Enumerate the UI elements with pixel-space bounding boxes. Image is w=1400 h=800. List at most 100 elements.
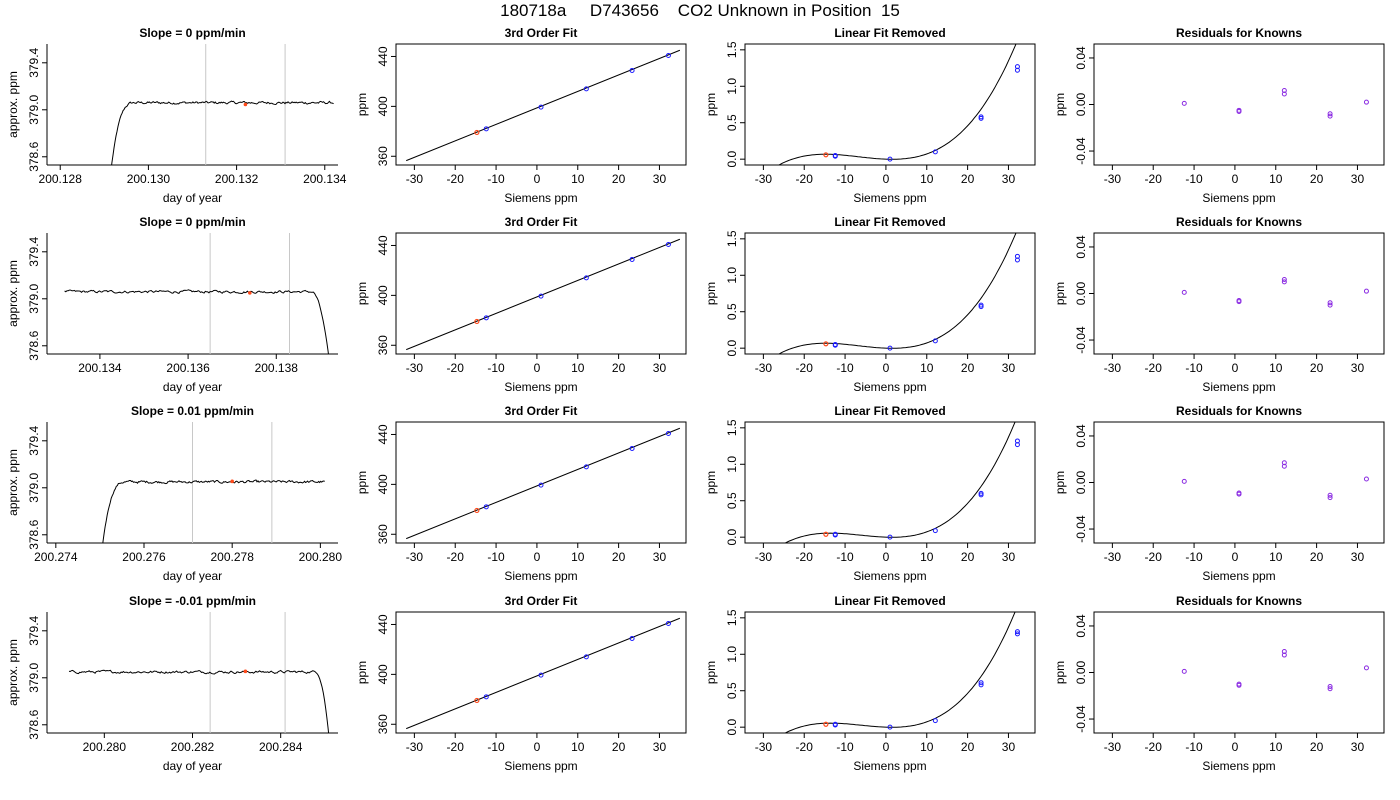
panel-title: 3rd Order Fit xyxy=(505,404,578,418)
residuals-panel-row-4: Residuals for Knowns -30 -20 -10 0 10 20 30 -0.0… xyxy=(1053,594,1385,773)
x-axis-label: Siemens ppm xyxy=(1202,191,1275,205)
unknown-point xyxy=(823,721,829,727)
residual-point xyxy=(1281,463,1287,469)
y-tick-label: 0.5 xyxy=(725,114,739,131)
x-tick-label: -20 xyxy=(796,361,814,375)
y-axis-label: ppm xyxy=(355,471,369,494)
x-tick-label: 20 xyxy=(961,172,975,186)
y-tick-label: 0.04 xyxy=(1074,614,1088,638)
y-axis-label: ppm xyxy=(704,471,718,494)
concentration-trace xyxy=(68,669,330,733)
y-axis-label: approx. ppm xyxy=(6,71,20,138)
x-axis-label: Siemens ppm xyxy=(504,191,577,205)
y-tick-label: 1.5 xyxy=(725,609,739,626)
x-tick-label: 200.128 xyxy=(39,172,83,186)
x-tick-label: 0 xyxy=(1232,550,1239,564)
plot-area xyxy=(406,427,681,540)
known-point xyxy=(832,531,838,537)
mean-marker xyxy=(243,102,248,107)
known-point xyxy=(483,126,489,132)
y-tick-label: 379.4 xyxy=(27,615,41,645)
x-tick-label: 200.284 xyxy=(259,740,303,754)
y-tick-label: 0.04 xyxy=(1074,235,1088,259)
y-tick-label: 0.04 xyxy=(1074,424,1088,448)
residual-point xyxy=(1327,492,1333,498)
x-tick-label: 30 xyxy=(1002,361,1016,375)
plot-area xyxy=(406,238,681,351)
x-tick-label: -30 xyxy=(406,172,424,186)
x-tick-label: 30 xyxy=(1351,361,1365,375)
x-tick-label: -10 xyxy=(836,550,854,564)
residual-point xyxy=(1281,88,1287,94)
plot-area xyxy=(1181,277,1369,308)
y-tick-label: 360 xyxy=(376,714,390,734)
x-tick-label: -20 xyxy=(796,172,814,186)
y-axis-label: ppm xyxy=(1053,661,1067,684)
known-point xyxy=(978,302,984,308)
x-tick-label: 10 xyxy=(571,550,585,564)
known-point xyxy=(1014,631,1020,637)
x-tick-label: 0 xyxy=(1232,740,1239,754)
x-tick-label: 10 xyxy=(571,740,585,754)
residual-point xyxy=(1181,478,1187,484)
x-tick-label: 20 xyxy=(961,740,975,754)
residual-point xyxy=(1327,111,1333,117)
plot-frame xyxy=(1093,43,1385,166)
y-axis-label: ppm xyxy=(704,93,718,116)
x-tick-label: 10 xyxy=(571,172,585,186)
x-tick-label: 30 xyxy=(1351,550,1365,564)
x-tick-label: -10 xyxy=(836,172,854,186)
x-axis-label: Siemens ppm xyxy=(853,380,926,394)
known-point xyxy=(665,430,671,436)
residual-point xyxy=(1236,107,1242,113)
x-tick-label: 200.132 xyxy=(215,172,259,186)
x-axis-label: day of year xyxy=(163,759,222,773)
x-tick-label: -30 xyxy=(406,740,424,754)
x-tick-label: 0 xyxy=(883,172,890,186)
y-tick-label: 1.0 xyxy=(725,78,739,95)
plot-area xyxy=(784,612,1020,733)
y-axis-label: ppm xyxy=(355,282,369,305)
known-point xyxy=(583,86,589,92)
x-tick-label: 30 xyxy=(1002,740,1016,754)
unknown-point xyxy=(474,318,480,325)
x-tick-label: 10 xyxy=(571,361,585,375)
y-tick-label: 379.0 xyxy=(27,662,41,692)
x-tick-label: -30 xyxy=(1104,172,1122,186)
plot-area xyxy=(102,422,325,543)
residual-point xyxy=(1327,113,1333,119)
residual-point xyxy=(1327,300,1333,306)
y-tick-label: 360 xyxy=(376,524,390,544)
residual-point xyxy=(1281,649,1287,655)
mean-marker xyxy=(230,479,234,484)
panel-title: Residuals for Knowns xyxy=(1176,594,1302,608)
y-tick-label: 440 xyxy=(376,235,390,255)
known-point xyxy=(832,721,838,727)
known-point xyxy=(583,654,589,660)
known-point xyxy=(932,528,938,534)
known-point xyxy=(583,275,589,281)
x-tick-label: 200.274 xyxy=(34,550,78,564)
known-point xyxy=(832,153,838,159)
residual-point xyxy=(1281,91,1287,97)
x-axis-label: Siemens ppm xyxy=(504,380,577,394)
known-point xyxy=(665,620,671,626)
fit-line xyxy=(406,427,681,540)
residual-point xyxy=(1281,279,1287,285)
x-tick-label: -10 xyxy=(1185,740,1203,754)
residual-point xyxy=(1236,682,1242,688)
y-axis-label: ppm xyxy=(1053,282,1067,305)
panel-title: Residuals for Knowns xyxy=(1176,26,1302,40)
y-axis-label: approx. ppm xyxy=(6,449,20,516)
x-tick-label: -30 xyxy=(1104,740,1122,754)
concentration-trace xyxy=(102,479,325,543)
panel-title: Linear Fit Removed xyxy=(834,26,945,40)
y-tick-label: -0.04 xyxy=(1074,326,1088,354)
y-tick-label: 1.5 xyxy=(725,419,739,436)
y-tick-label: 379.4 xyxy=(27,425,41,455)
residual-point xyxy=(1327,683,1333,689)
x-tick-label: 0 xyxy=(1232,172,1239,186)
x-tick-label: -20 xyxy=(1145,550,1163,564)
y-axis-label: approx. ppm xyxy=(6,639,20,706)
